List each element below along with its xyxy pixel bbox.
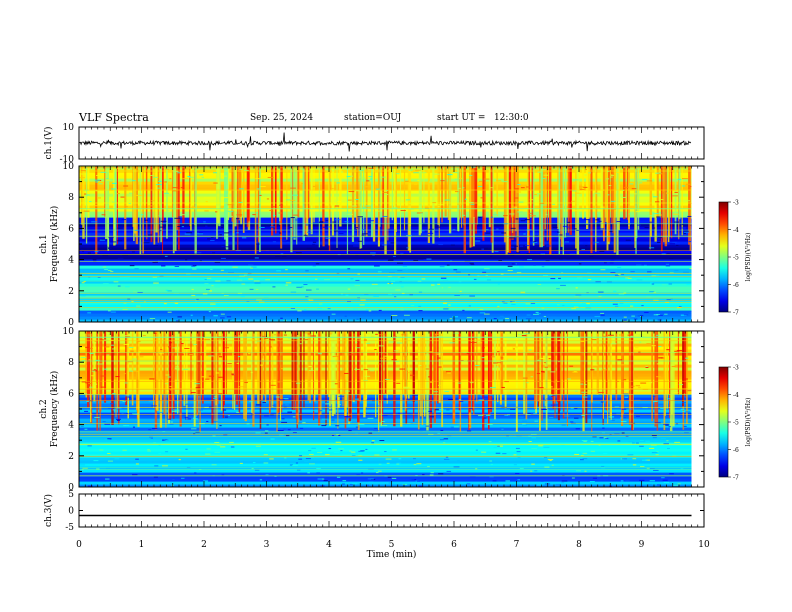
colorbar-tick-label: -4 — [733, 227, 739, 234]
colorbar-label: log(PSD)(V²/Hz) — [745, 233, 752, 282]
y-tick-label: 4 — [68, 421, 74, 431]
colorbar-tick-label: -3 — [733, 365, 739, 372]
y-axis-label-channel: ch.1 — [39, 234, 49, 253]
colorbar-tick-label: -4 — [733, 392, 739, 399]
x-tick-label: 2 — [201, 540, 207, 550]
y-axis-label: ch.3(V) — [43, 494, 54, 527]
date-label: Sep. 25, 2024 — [250, 113, 314, 123]
x-tick-label: 8 — [576, 540, 582, 550]
x-tick-label: 10 — [698, 540, 710, 550]
y-tick-label: -10 — [60, 155, 75, 165]
colorbar-tick-label: -7 — [733, 475, 739, 482]
y-axis-label: Frequency (kHz) — [49, 371, 60, 448]
y-tick-label: -5 — [65, 523, 74, 533]
y-tick-label: 0 — [68, 507, 74, 517]
colorbar-tick-label: -6 — [733, 282, 739, 289]
x-tick-label: 4 — [326, 540, 332, 550]
y-axis-label: ch.1(V) — [43, 127, 54, 160]
y-tick-label: 5 — [68, 490, 74, 500]
y-tick-label: 4 — [68, 256, 74, 266]
x-tick-label: 7 — [514, 540, 520, 550]
y-tick-label: 8 — [68, 358, 74, 368]
station-label: station=OUJ — [344, 113, 402, 123]
y-tick-label: 6 — [68, 224, 74, 234]
colorbar-tick-label: -5 — [733, 420, 739, 427]
x-tick-label: 5 — [389, 540, 395, 550]
y-tick-label: 10 — [63, 327, 75, 337]
x-tick-label: 0 — [76, 540, 82, 550]
colorbar-tick-label: -5 — [733, 255, 739, 262]
x-axis-label: Time (min) — [367, 549, 417, 560]
y-tick-label: 2 — [68, 287, 74, 297]
start-ut-label: start UT = 12:30:0 — [437, 113, 529, 123]
ch1-waveform — [78, 132, 692, 152]
y-tick-label: 10 — [63, 123, 75, 133]
spectrogram-ch1: 0 2 4 6 8 10 ch.1 Frequency (kHz) -3 -4 -5 -6 -7 log(… — [39, 162, 752, 328]
x-tick-label: 1 — [139, 540, 145, 550]
x-tick-label: 3 — [264, 540, 270, 550]
colorbar-tick-label: -7 — [733, 310, 739, 317]
x-tick-label: 9 — [639, 540, 645, 550]
line-panel-ch1: 10 -10 ch.1(V) — [43, 123, 705, 165]
y-tick-label: 0 — [68, 483, 74, 493]
y-tick-label: 6 — [68, 389, 74, 399]
y-tick-label: 8 — [68, 193, 74, 203]
y-tick-label: 2 — [68, 452, 74, 462]
y-axis-label-channel: ch.2 — [39, 399, 49, 418]
colorbar — [718, 201, 729, 313]
y-axis-label: Frequency (kHz) — [49, 206, 60, 283]
colorbar-label: log(PSD)(V²/Hz) — [745, 398, 752, 447]
line-panel-ch3: 5 0 -5 ch.3(V) — [43, 490, 705, 533]
figure-title: VLF Spectra — [79, 111, 149, 124]
colorbar-tick-label: -3 — [733, 200, 739, 207]
spectrogram-ch2: 0 2 4 6 8 10 ch.2 Frequency (kHz) -3 -4 -5 -6 -7 log(… — [39, 327, 752, 493]
colorbar-tick-label: -6 — [733, 447, 739, 454]
colorbar — [718, 366, 729, 478]
x-tick-label: 6 — [451, 540, 457, 550]
y-tick-label: 10 — [63, 162, 75, 172]
y-tick-label: 0 — [68, 318, 74, 328]
